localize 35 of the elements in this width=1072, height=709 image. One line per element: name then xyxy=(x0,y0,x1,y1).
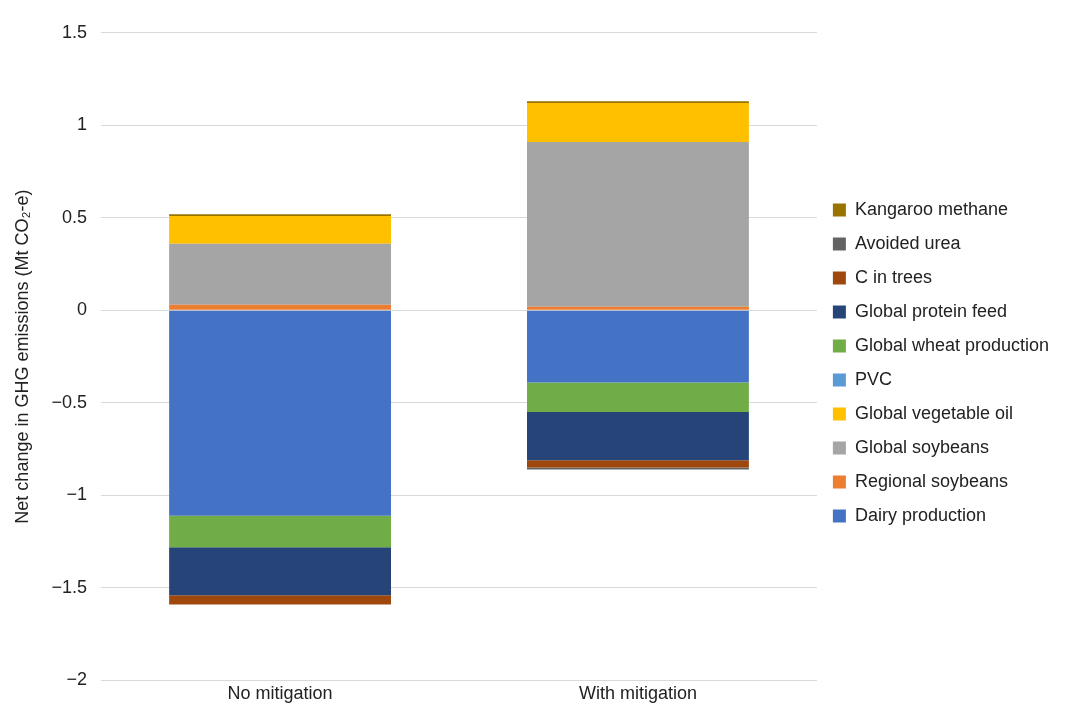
legend-label: Avoided urea xyxy=(854,232,962,253)
y-tick-label: −2 xyxy=(66,669,88,690)
bar xyxy=(169,215,392,244)
y-tick-label: −1 xyxy=(66,484,88,505)
bar xyxy=(169,304,392,310)
legend-label: Global protein feed xyxy=(854,300,1007,321)
legend-label: Global soybeans xyxy=(854,436,989,457)
y-axis-title: Net change in GHG emissions (Mt CO₂-e) xyxy=(11,189,32,524)
bar xyxy=(527,310,749,383)
bar xyxy=(169,515,392,548)
legend-label: Kangaroo methane xyxy=(854,198,1008,219)
legend-label: PVC xyxy=(854,368,892,389)
legend-label: Dairy production xyxy=(854,504,986,525)
legend-label: Global vegetable oil xyxy=(854,402,1013,423)
bar xyxy=(169,243,392,305)
bar xyxy=(527,412,749,461)
bar xyxy=(527,103,749,142)
x-tick-label: With mitigation xyxy=(578,683,697,704)
y-tick-label: 0 xyxy=(77,299,88,320)
bar xyxy=(527,141,749,307)
bar xyxy=(527,306,749,310)
y-tick-label: −1.5 xyxy=(51,576,88,597)
legend-label: C in trees xyxy=(854,266,932,287)
bar xyxy=(169,595,392,605)
bar xyxy=(169,310,392,516)
legend-label: Global wheat production xyxy=(854,334,1049,355)
legend-label: Regional soybeans xyxy=(854,470,1008,491)
y-tick-label: 0.5 xyxy=(62,206,88,227)
bar xyxy=(527,460,749,468)
x-tick-label: No mitigation xyxy=(227,683,333,704)
bar xyxy=(527,382,749,413)
y-tick-label: 1 xyxy=(77,114,88,135)
bar xyxy=(169,547,392,596)
y-tick-label: −0.5 xyxy=(51,391,88,412)
y-tick-label: 1.5 xyxy=(62,21,88,42)
